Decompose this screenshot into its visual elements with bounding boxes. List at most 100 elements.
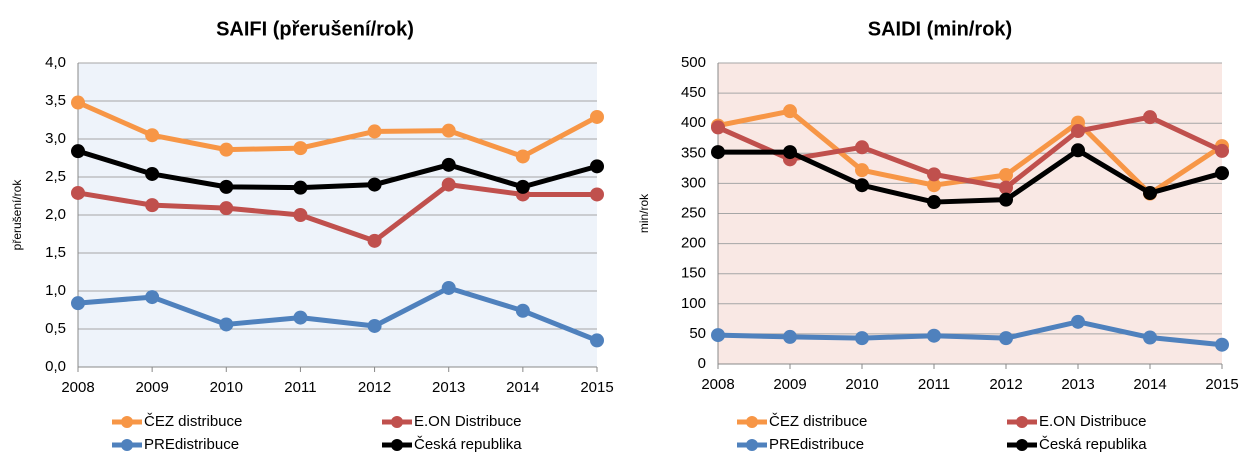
x-tick-label: 2014 (506, 379, 539, 396)
legend-marker (121, 416, 133, 428)
data-point (441, 177, 456, 192)
data-point (1143, 186, 1157, 201)
data-point (441, 157, 456, 172)
legend-marker (1016, 439, 1028, 451)
series-line (717, 319, 1223, 348)
legend-label: ČEZ distribuce (144, 413, 242, 430)
data-point (71, 296, 85, 311)
data-point (1215, 337, 1229, 352)
data-point (441, 123, 456, 138)
legend-marker (121, 439, 133, 451)
series-line (77, 148, 598, 191)
data-point (999, 180, 1013, 195)
data-point (1071, 143, 1085, 158)
y-tick-label: 1,5 (45, 244, 66, 261)
legend-marker (1016, 416, 1028, 428)
x-tick-label: 2013 (1061, 376, 1094, 393)
data-point (515, 303, 530, 318)
data-point (783, 145, 797, 160)
x-tick-label: 2010 (845, 376, 878, 393)
y-tick-label: 400 (681, 114, 706, 131)
legend-label: ČEZ distribuce (769, 413, 867, 430)
data-point (1215, 143, 1229, 158)
data-point (711, 120, 725, 135)
data-point (71, 95, 85, 110)
series-line (77, 182, 597, 244)
data-point (145, 128, 160, 143)
x-tick-label: 2011 (918, 376, 950, 393)
data-point (293, 180, 308, 195)
data-point (219, 142, 234, 157)
data-point (145, 166, 160, 181)
data-point (927, 328, 941, 343)
chart-title: SAIDI (min/rok) (868, 18, 1012, 40)
x-tick-label: 2009 (135, 379, 168, 396)
data-point (1215, 166, 1229, 181)
data-point (783, 104, 797, 119)
y-tick-label: 1,0 (45, 282, 66, 299)
data-point (999, 167, 1013, 182)
x-tick-label: 2010 (210, 379, 243, 396)
y-tick-label: 450 (681, 84, 706, 101)
data-point (590, 159, 604, 174)
x-tick-label: 2013 (432, 379, 465, 396)
data-point (999, 192, 1013, 207)
data-point (367, 233, 382, 248)
y-tick-label: 2,0 (45, 206, 66, 223)
data-point (590, 109, 604, 124)
x-tick-label: 2008 (61, 379, 94, 396)
data-point (145, 290, 160, 305)
data-point (293, 208, 308, 222)
x-tick-label: 2008 (701, 376, 734, 393)
y-tick-label: 3,5 (45, 92, 66, 109)
data-point (367, 177, 382, 192)
y-axis-label: min/rok (637, 193, 651, 233)
x-tick-label: 2015 (580, 379, 613, 396)
y-tick-label: 4,0 (45, 54, 66, 71)
data-point (1071, 124, 1085, 139)
legend-label: PREdistribuce (769, 436, 864, 453)
data-point (1143, 330, 1157, 345)
series-line (718, 147, 1223, 205)
x-tick-label: 2015 (1205, 376, 1238, 393)
series-line (77, 285, 598, 343)
data-point (367, 124, 382, 139)
y-axis-label: přerušení/rok (10, 179, 24, 251)
data-point (293, 141, 308, 156)
data-point (927, 167, 941, 182)
data-point (711, 145, 725, 160)
x-tick-label: 2012 (989, 376, 1022, 393)
data-point (590, 333, 604, 348)
legend-label: PREdistribuce (144, 436, 239, 453)
x-tick-label: 2009 (773, 376, 806, 393)
y-tick-label: 250 (681, 204, 706, 221)
data-point (219, 179, 234, 194)
data-point (927, 195, 941, 210)
data-point (783, 329, 797, 344)
data-point (927, 178, 941, 193)
legend-label: Česká republika (1039, 436, 1147, 453)
data-point (441, 280, 456, 295)
y-tick-label: 3,0 (45, 130, 66, 147)
legend-label: E.ON Distribuce (1039, 413, 1147, 430)
x-tick-label: 2012 (358, 379, 391, 396)
y-tick-label: 0 (698, 355, 706, 372)
y-tick-label: 350 (681, 144, 706, 161)
legend-marker (391, 439, 403, 451)
data-point (855, 178, 869, 193)
y-tick-label: 300 (681, 174, 706, 191)
y-tick-label: 100 (681, 295, 706, 312)
data-point (855, 163, 869, 178)
x-tick-label: 2011 (284, 379, 316, 396)
data-point (855, 140, 869, 155)
y-tick-label: 2,5 (45, 168, 66, 185)
y-tick-label: 500 (681, 54, 706, 71)
data-point (1071, 314, 1085, 329)
legend-label: Česká republika (414, 436, 522, 453)
data-point (590, 187, 604, 202)
data-point (71, 144, 85, 159)
series-line (76, 100, 599, 159)
data-point (219, 317, 234, 332)
y-tick-label: 50 (689, 325, 706, 342)
chart-title: SAIFI (přerušení/rok) (216, 18, 414, 40)
